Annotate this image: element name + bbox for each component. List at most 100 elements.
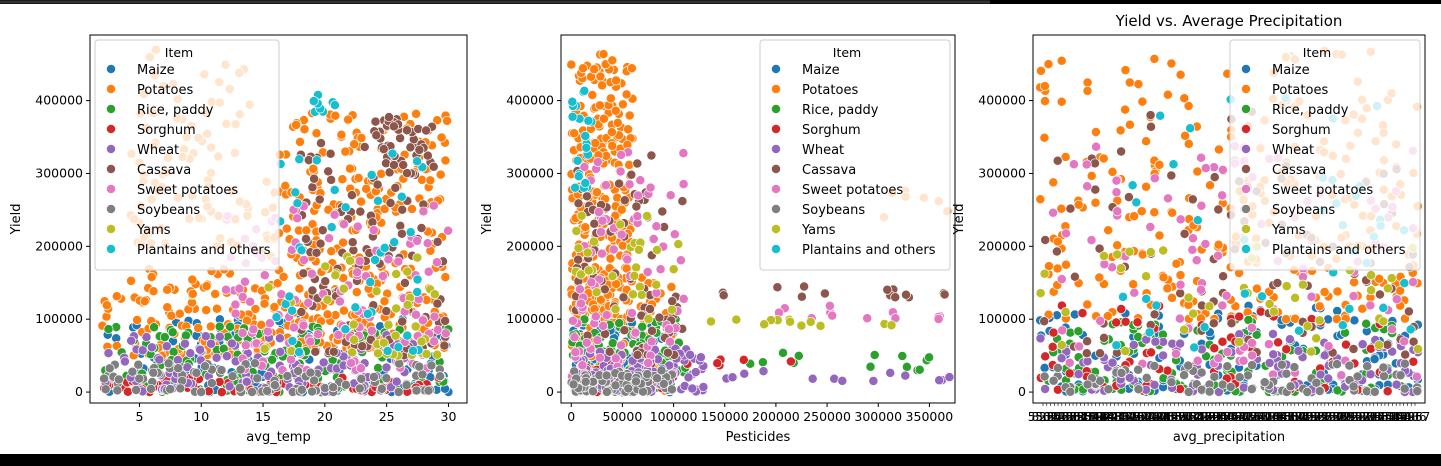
data-point [1374, 273, 1385, 284]
data-point [210, 289, 221, 299]
data-point [281, 223, 292, 234]
data-point [1048, 177, 1059, 188]
data-point [631, 262, 642, 273]
data-point [1234, 311, 1245, 322]
data-point [1179, 93, 1190, 104]
x-tick-label: 1364 [1118, 410, 1149, 424]
data-point [1179, 324, 1190, 335]
y-tick-label: 100000 [35, 311, 83, 326]
data-point [206, 378, 217, 389]
legend-entry: Plantains and others [802, 243, 936, 258]
data-point [361, 183, 372, 194]
data-point [772, 282, 783, 293]
data-point [1209, 162, 1219, 173]
data-point [295, 136, 305, 147]
data-point [216, 387, 227, 398]
data-point [201, 281, 212, 292]
data-point [727, 372, 738, 383]
legend-marker [106, 184, 116, 194]
x-tick-label: 9330 [1077, 410, 1108, 424]
data-point [1137, 96, 1148, 107]
data-point [1107, 166, 1118, 177]
data-point [1405, 324, 1416, 335]
data-point [1060, 152, 1071, 162]
data-point [379, 296, 390, 307]
data-point [1294, 325, 1304, 336]
data-point [1413, 344, 1423, 355]
data-point [1285, 381, 1296, 392]
data-point [104, 363, 115, 374]
data-point [1133, 384, 1144, 395]
data-point [1391, 379, 1402, 390]
data-point [264, 318, 275, 329]
x-tick-label: 4484 [1148, 410, 1179, 424]
data-point [1145, 222, 1156, 232]
data-point [412, 287, 423, 297]
data-point [326, 246, 337, 257]
data-point [356, 133, 367, 143]
data-point [399, 278, 410, 288]
data-point [1362, 361, 1373, 372]
scatter-points [566, 49, 955, 398]
data-point [287, 305, 298, 316]
data-point [632, 349, 643, 360]
x-tick-label: 9864 [1373, 410, 1404, 424]
chart-title: Yield vs. Average Precipitation [1115, 12, 1343, 30]
data-point [1035, 288, 1046, 299]
data-point [393, 342, 404, 353]
data-point [1323, 341, 1334, 352]
x-tick-label: 1704 [1197, 410, 1228, 424]
data-point [1314, 301, 1325, 312]
data-point [1065, 327, 1076, 338]
data-point [1124, 119, 1135, 130]
data-point [778, 347, 788, 358]
data-point [1103, 225, 1114, 236]
data-point [1348, 381, 1359, 392]
data-point [1369, 386, 1380, 397]
data-point [657, 206, 668, 217]
data-point [897, 351, 908, 361]
data-point [133, 359, 144, 370]
data-point [652, 373, 663, 384]
data-point [443, 225, 454, 236]
data-point [1366, 285, 1377, 296]
data-point [1128, 340, 1139, 350]
data-point [429, 311, 440, 322]
data-point [326, 222, 337, 233]
axes-frame [89, 34, 468, 404]
data-point [1319, 287, 1330, 297]
data-point [1061, 228, 1071, 239]
x-tick-label: 5519 [1377, 410, 1408, 424]
data-point [428, 200, 439, 211]
data-point [411, 385, 422, 396]
data-point [623, 383, 634, 394]
x-tick-label: 4887 [1227, 410, 1258, 424]
legend-entry: Cassava [137, 163, 191, 178]
data-point [1369, 354, 1380, 365]
data-point [667, 296, 678, 307]
data-point [272, 278, 283, 289]
data-point [1064, 368, 1075, 379]
data-point [193, 323, 204, 333]
x-tick-label: 6642 [1043, 410, 1074, 424]
data-point [667, 304, 677, 315]
data-point [422, 238, 433, 249]
data-point [330, 110, 341, 121]
data-point [577, 360, 588, 371]
data-point [1242, 370, 1253, 381]
data-point [314, 194, 325, 205]
data-point [596, 227, 606, 237]
data-point [221, 284, 231, 295]
data-point [622, 254, 633, 265]
data-point [1264, 299, 1275, 309]
y-axis-label: Yield [952, 204, 967, 236]
data-point [654, 312, 665, 323]
data-point [411, 309, 421, 320]
data-point [1141, 372, 1152, 383]
data-point [381, 373, 392, 384]
data-point [111, 291, 122, 302]
legend-marker [106, 204, 116, 214]
data-point [1302, 387, 1313, 397]
